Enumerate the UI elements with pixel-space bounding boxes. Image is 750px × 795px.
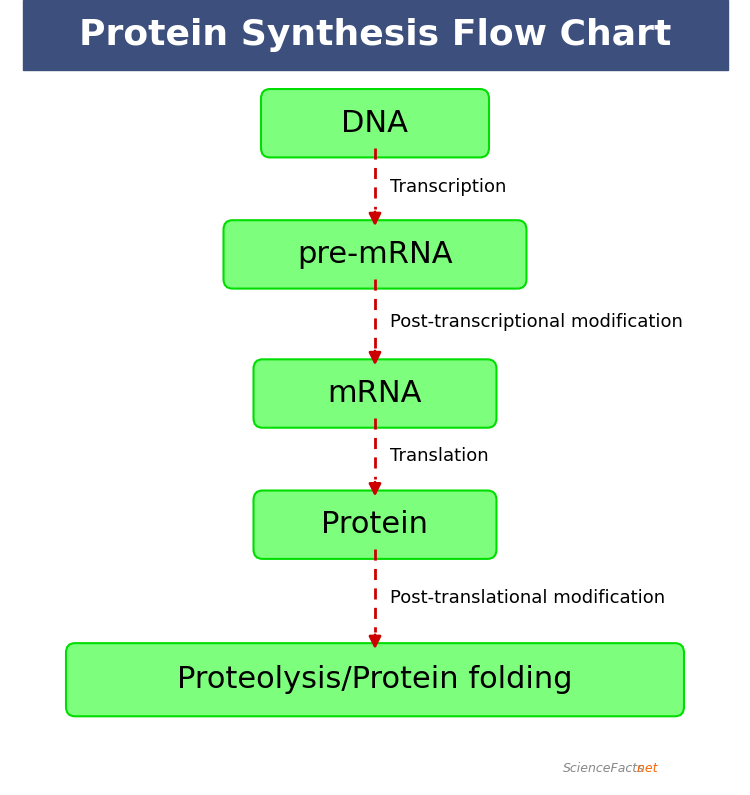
Text: Proteolysis/Protein folding: Proteolysis/Protein folding xyxy=(177,665,573,694)
Text: .net: .net xyxy=(634,762,658,775)
Text: DNA: DNA xyxy=(341,109,409,138)
FancyBboxPatch shape xyxy=(254,491,496,559)
FancyBboxPatch shape xyxy=(261,89,489,157)
Text: pre-mRNA: pre-mRNA xyxy=(297,240,453,269)
FancyBboxPatch shape xyxy=(66,643,684,716)
Text: ScienceFacts: ScienceFacts xyxy=(562,762,644,775)
Text: mRNA: mRNA xyxy=(328,379,422,408)
Text: Transcription: Transcription xyxy=(390,178,506,196)
Text: Protein: Protein xyxy=(322,510,428,539)
Text: Protein Synthesis Flow Chart: Protein Synthesis Flow Chart xyxy=(79,18,671,52)
Text: Post-translational modification: Post-translational modification xyxy=(390,589,665,607)
FancyBboxPatch shape xyxy=(224,220,526,289)
FancyBboxPatch shape xyxy=(254,359,496,428)
Text: Translation: Translation xyxy=(390,448,489,465)
Text: Post-transcriptional modification: Post-transcriptional modification xyxy=(390,313,682,331)
FancyBboxPatch shape xyxy=(22,0,728,70)
